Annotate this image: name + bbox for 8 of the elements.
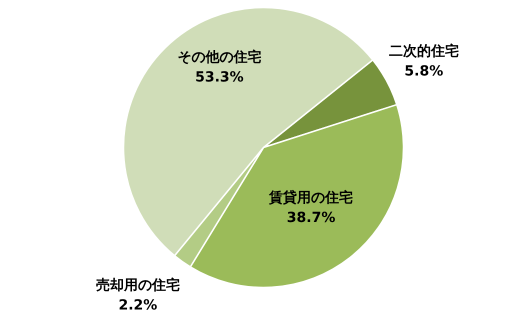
data-label: 38.7%	[286, 210, 336, 226]
data-label: 2.2%	[118, 298, 158, 314]
slice-label: 売却用の住宅	[96, 276, 180, 294]
data-label: 53.3%	[195, 70, 244, 86]
slice-label: 賃貸用の住宅	[268, 189, 354, 206]
slice-label: 二次的住宅	[388, 42, 459, 60]
slice-label: その他の住宅	[177, 48, 262, 66]
data-label: 5.8%	[404, 63, 444, 80]
